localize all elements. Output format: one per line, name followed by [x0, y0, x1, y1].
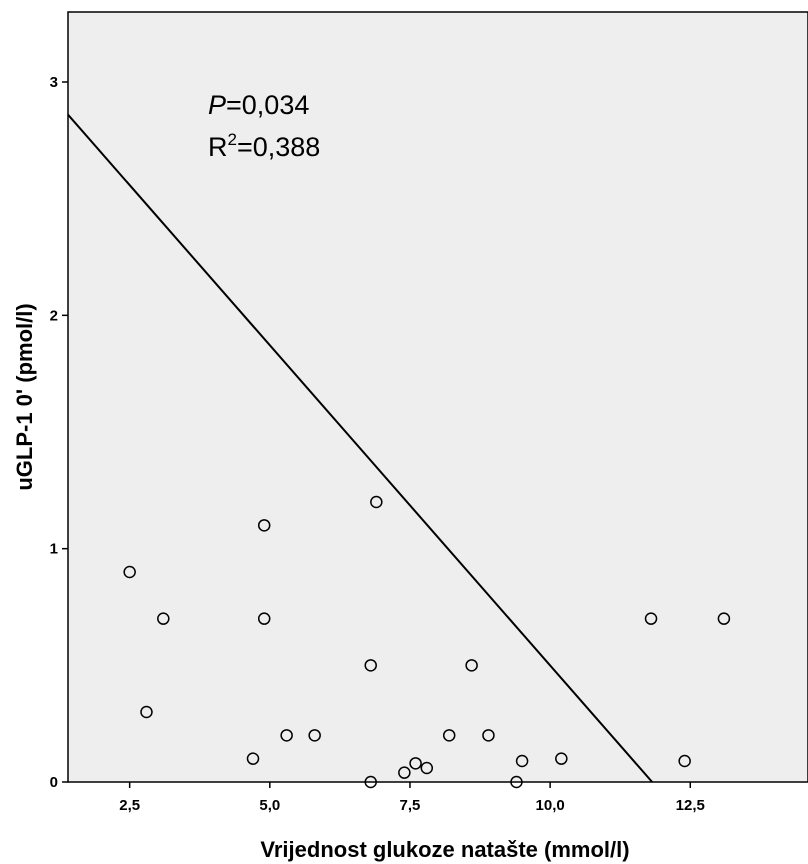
regression-line: [67, 114, 653, 783]
x-axis-title: Vrijednost glukoze natašte (mmol/l): [260, 837, 629, 862]
data-point: [280, 729, 293, 742]
data-point: [257, 612, 271, 625]
data-point: [364, 775, 377, 789]
x-tick-label: 12,5: [676, 797, 705, 814]
data-point: [246, 752, 260, 765]
data-point: [678, 754, 691, 768]
data-point: [398, 766, 411, 779]
data-point: [420, 761, 434, 775]
data-point: [717, 612, 731, 625]
data-point: [123, 565, 136, 579]
y-tick-label: 3: [50, 74, 58, 91]
data-point: [157, 612, 170, 625]
data-point: [515, 754, 529, 768]
data-point: [465, 659, 478, 672]
data-point: [409, 757, 422, 770]
data-point: [308, 729, 321, 742]
data-point: [140, 705, 153, 719]
x-tick-label: 7,5: [400, 797, 421, 814]
x-tick-label: 10,0: [536, 797, 565, 814]
y-axis-title: uGLP-1 0' (pmol/l): [12, 303, 37, 490]
data-point: [482, 729, 495, 742]
data-point: [370, 495, 383, 509]
y-tick-label: 0: [50, 774, 58, 791]
x-tick-label: 2,5: [119, 797, 140, 814]
x-tick-label: 5,0: [259, 797, 280, 814]
data-point: [257, 519, 271, 532]
annotation-r-squared: R2=0,388: [208, 130, 320, 162]
data-point: [442, 729, 456, 742]
data-point: [644, 612, 658, 625]
data-point: [364, 659, 377, 672]
data-point: [510, 775, 523, 789]
plot-area: [67, 11, 808, 783]
data-point: [555, 752, 568, 765]
annotation-p-value: P=0,034: [208, 90, 309, 120]
y-tick-label: 2: [50, 307, 58, 324]
y-tick-label: 1: [50, 541, 58, 558]
